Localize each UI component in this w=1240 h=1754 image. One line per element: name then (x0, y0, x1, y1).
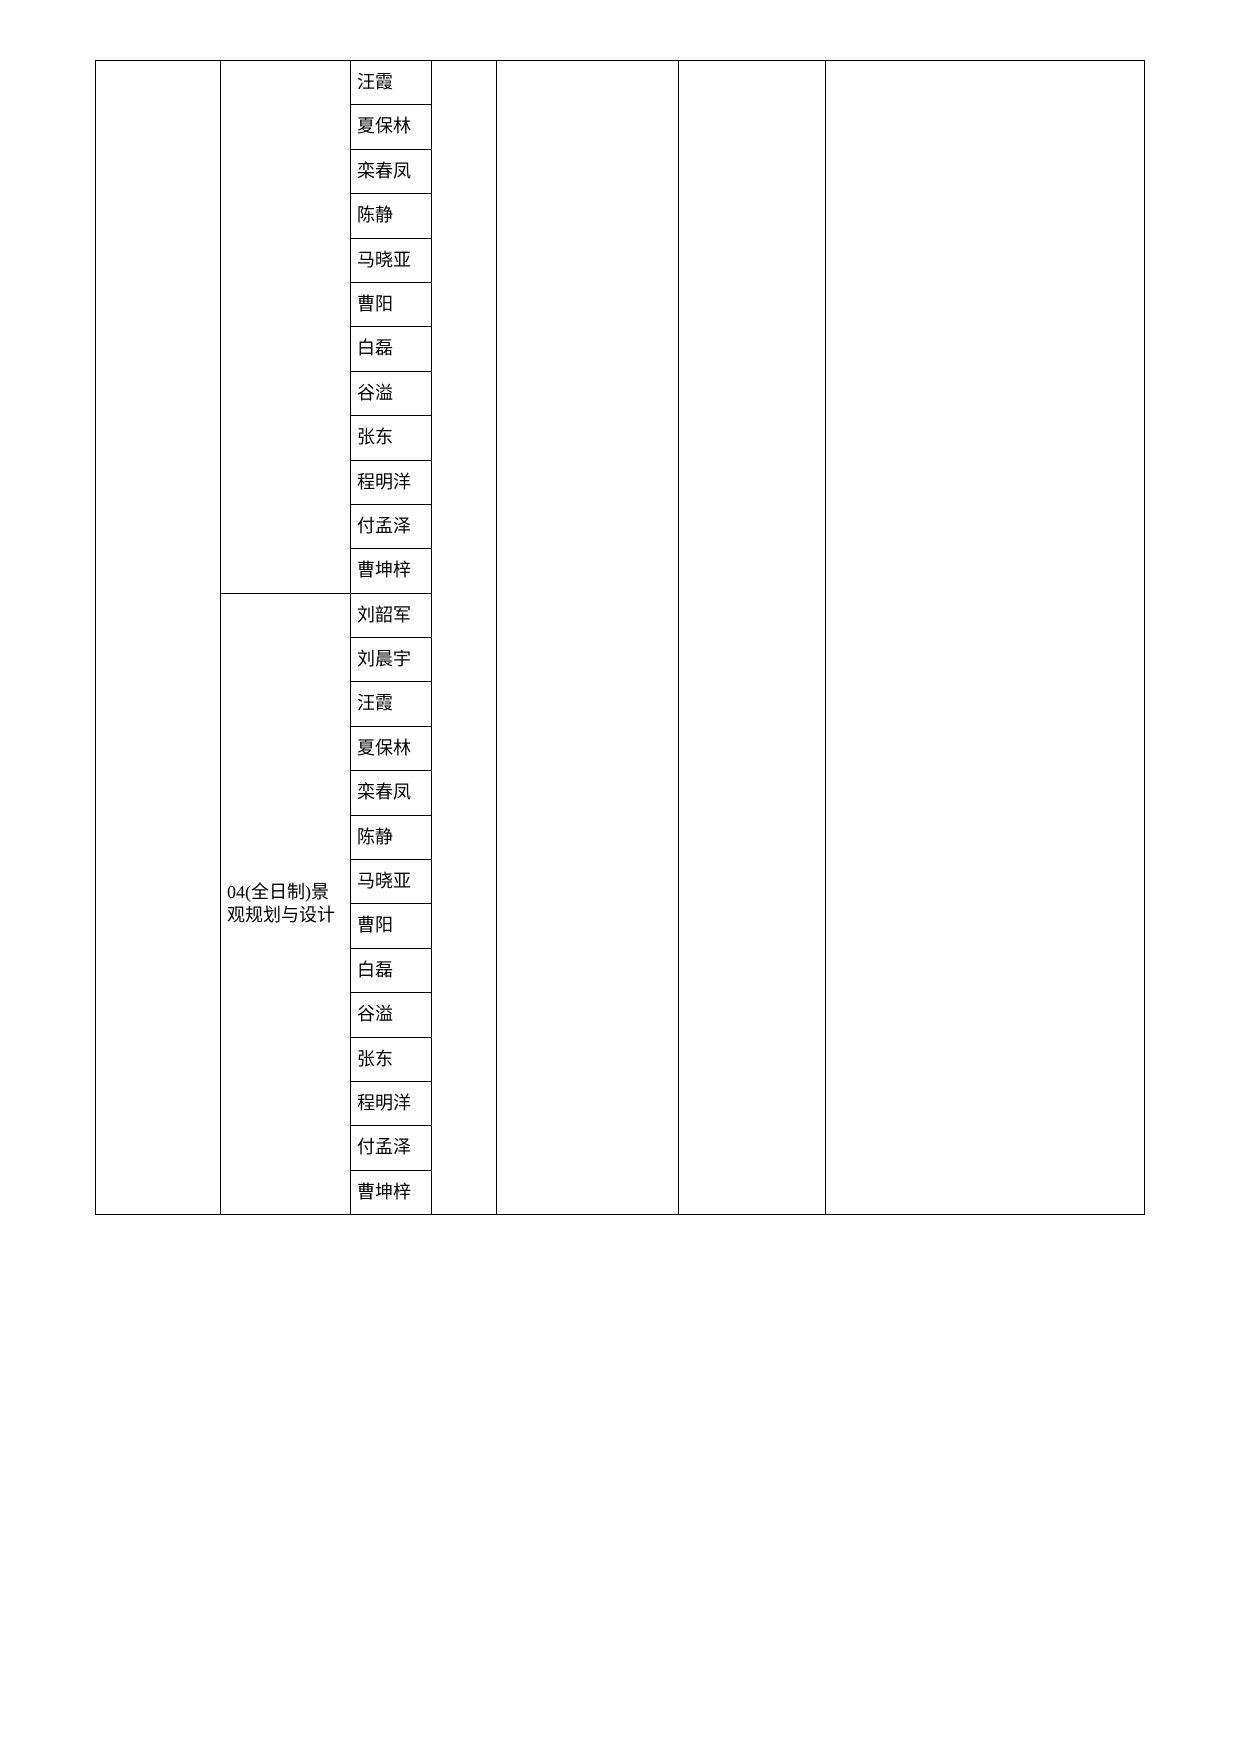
name-cell: 付孟泽 (351, 504, 432, 548)
cell-col4 (432, 61, 497, 1215)
table-row: 汪霞 (96, 61, 1145, 105)
name-cell: 张东 (351, 1037, 432, 1081)
name-cell: 张东 (351, 416, 432, 460)
name-cell: 栾春凤 (351, 149, 432, 193)
cell-category-prev (221, 61, 351, 594)
cell-col5 (497, 61, 679, 1215)
cell-col7 (826, 61, 1145, 1215)
name-cell: 陈静 (351, 815, 432, 859)
document-page: 汪霞 夏保林 栾春凤 陈静 马晓亚 曹阳 白磊 (0, 0, 1240, 1275)
data-table: 汪霞 夏保林 栾春凤 陈静 马晓亚 曹阳 白磊 (95, 60, 1145, 1215)
name-cell: 曹阳 (351, 282, 432, 326)
name-cell: 马晓亚 (351, 860, 432, 904)
name-cell: 夏保林 (351, 726, 432, 770)
name-cell: 谷溢 (351, 993, 432, 1037)
name-cell: 程明洋 (351, 1081, 432, 1125)
name-cell: 白磊 (351, 948, 432, 992)
name-cell: 汪霞 (351, 682, 432, 726)
name-cell: 刘晨宇 (351, 638, 432, 682)
cell-col1 (96, 61, 221, 1215)
name-cell: 付孟泽 (351, 1126, 432, 1170)
name-cell: 曹坤梓 (351, 549, 432, 593)
cell-category: 04(全日制)景观规划与设计 (221, 593, 351, 1214)
name-cell: 陈静 (351, 194, 432, 238)
cell-col6 (679, 61, 826, 1215)
name-cell: 栾春凤 (351, 771, 432, 815)
name-cell: 曹坤梓 (351, 1170, 432, 1214)
name-cell: 曹阳 (351, 904, 432, 948)
name-cell: 刘韶军 (351, 593, 432, 637)
name-cell: 汪霞 (351, 61, 432, 105)
name-cell: 马晓亚 (351, 238, 432, 282)
name-cell: 谷溢 (351, 371, 432, 415)
name-cell: 程明洋 (351, 460, 432, 504)
name-cell: 夏保林 (351, 105, 432, 149)
name-cell: 白磊 (351, 327, 432, 371)
